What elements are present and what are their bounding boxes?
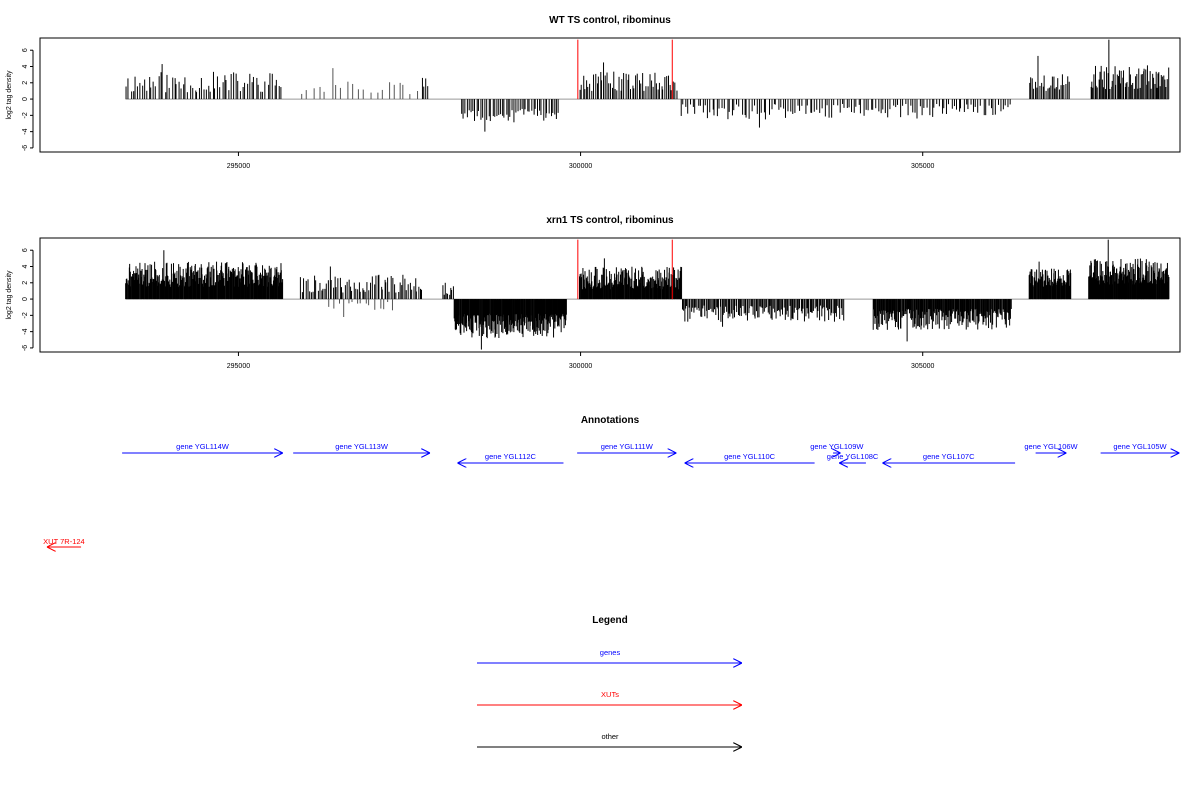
legend-title: Legend (592, 615, 628, 626)
gene-annotation: gene YGL111W (577, 442, 677, 453)
y-tick-label: 2 (22, 281, 29, 285)
y-tick-label: 4 (22, 264, 29, 268)
gene-annotation: gene YGL112C (457, 452, 564, 463)
y-tick-label: -2 (22, 312, 29, 318)
xut-arrows: XUT 7R-124 (43, 537, 85, 547)
y-tick-label: 4 (22, 64, 29, 68)
y-tick-label: -6 (22, 145, 29, 151)
y-tick-label: 2 (22, 81, 29, 85)
gene-annotation: gene YGL107C (882, 452, 1016, 463)
plot-frame (39, 237, 1181, 353)
gene-arrows: gene YGL114W gene YGL113W gene YGL112C gene… (122, 442, 1180, 463)
gene-label: gene YGL114W (176, 442, 230, 451)
legend-item-genes: genes (477, 648, 742, 663)
x-tick-label: 305000 (911, 163, 934, 170)
gene-label: gene YGL110C (724, 452, 776, 461)
gene-annotation: gene YGL108C (827, 452, 879, 463)
gene-label: gene YGL113W (335, 442, 389, 451)
gene-label: gene YGL108C (827, 452, 879, 461)
y-tick-label: -4 (22, 128, 29, 134)
gene-label: gene YGL109W (810, 442, 864, 451)
axes-layer: -6 -4 -2 0 2 4 6 295000 300000 305000 (22, 248, 934, 370)
bars-layer (125, 39, 1170, 132)
x-tick-label: 295000 (227, 163, 250, 170)
gene-label: gene YGL112C (485, 452, 537, 461)
y-tick-label: 0 (22, 297, 29, 301)
y-axis-label: log2 tag density (6, 70, 13, 120)
y-tick-label: -4 (22, 328, 29, 334)
gene-annotation: gene YGL109W (810, 442, 864, 453)
gene-annotation: gene YGL106W (1024, 442, 1079, 453)
bars-layer (125, 239, 1170, 350)
legend-label: other (601, 732, 619, 741)
y-tick-label: 0 (22, 97, 29, 101)
plot-frame (39, 37, 1181, 153)
y-axis-label: log2 tag density (6, 270, 13, 320)
gene-annotation: gene YGL114W (122, 442, 283, 453)
panel-title: xrn1 TS control, ribominus (546, 215, 674, 226)
xut-label: XUT 7R-124 (43, 537, 85, 546)
gene-annotation: gene YGL110C (684, 452, 815, 463)
x-tick-label: 305000 (911, 363, 934, 370)
legend-label: genes (600, 648, 621, 657)
annotations-title: Annotations (581, 415, 640, 426)
gene-annotation: gene YGL113W (293, 442, 431, 453)
x-tick-label: 295000 (227, 363, 250, 370)
gene-label: gene YGL105W (1113, 442, 1167, 451)
xut-annotation: XUT 7R-124 (43, 537, 85, 547)
y-tick-label: 6 (22, 48, 29, 52)
y-tick-label: -6 (22, 345, 29, 351)
gene-annotation: gene YGL105W (1100, 442, 1180, 453)
panel-title: WT TS control, ribominus (549, 15, 671, 26)
annotations-track: Annotations gene YGL114W gene YGL113Wgene… (43, 415, 1180, 547)
legend-item-other: other (477, 732, 742, 747)
panel-xrn1: xrn1 TS control, ribominus log2 tag dens… (6, 215, 1181, 370)
legend: Legend genes XUTs other (477, 615, 742, 747)
panel-wt: WT TS control, ribominus log2 tag densit… (6, 15, 1181, 170)
y-tick-label: 6 (22, 248, 29, 252)
x-tick-label: 300000 (569, 163, 592, 170)
gene-label: gene YGL107C (923, 452, 975, 461)
gene-label: gene YGL111W (601, 442, 654, 451)
x-tick-label: 300000 (569, 363, 592, 370)
legend-label: XUTs (601, 690, 619, 699)
axes-layer: -6 -4 -2 0 2 4 6 295000 300000 305000 (22, 48, 934, 170)
gene-label: gene YGL106W (1024, 442, 1078, 451)
y-tick-label: -2 (22, 112, 29, 118)
legend-item-xuts: XUTs (477, 690, 742, 705)
